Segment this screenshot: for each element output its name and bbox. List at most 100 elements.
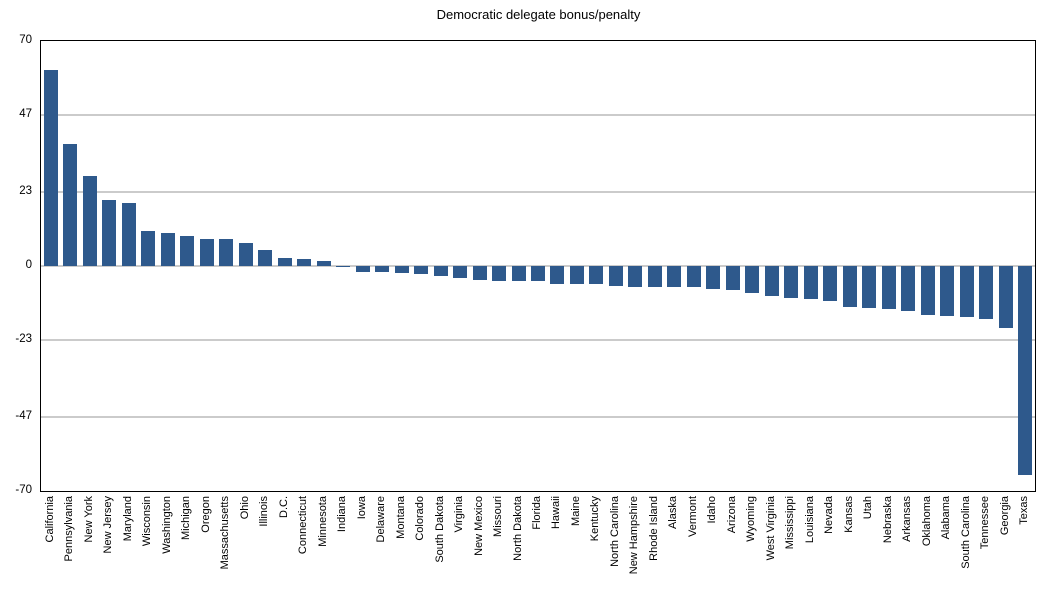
bar-michigan: [180, 236, 195, 266]
bar-alabama: [940, 266, 955, 317]
y-tick-label--23: -23: [15, 332, 32, 345]
x-tick-label-colorado: Colorado: [414, 496, 427, 541]
x-tick-label-rhode-island: Rhode Island: [647, 496, 660, 561]
x-tick-label-alabama: Alabama: [940, 496, 953, 540]
bar-idaho: [706, 266, 721, 290]
x-tick-label-idaho: Idaho: [706, 496, 719, 524]
bar-nebraska: [881, 266, 896, 310]
bar-massachusetts: [219, 239, 234, 266]
bar-nevada: [823, 266, 838, 301]
bar-hawaii: [550, 266, 565, 284]
x-tick-label-georgia: Georgia: [998, 496, 1011, 536]
x-tick-label-michigan: Michigan: [180, 496, 193, 541]
bar-alaska: [667, 266, 682, 287]
bar-ohio: [238, 243, 253, 266]
bar-west-virginia: [764, 266, 779, 296]
x-tick-label-ohio: Ohio: [238, 496, 251, 520]
x-tick-label-missouri: Missouri: [492, 496, 505, 537]
bar-kansas: [842, 266, 857, 307]
x-tick-label-nebraska: Nebraska: [881, 496, 894, 544]
bar-maine: [569, 266, 584, 284]
x-tick-label-illinois: Illinois: [258, 496, 271, 527]
x-tick-label-minnesota: Minnesota: [316, 496, 329, 547]
x-tick-label-new-york: New York: [82, 496, 95, 543]
bar-north-carolina: [608, 266, 623, 287]
bar-delaware: [375, 266, 390, 273]
bar-california: [43, 69, 58, 266]
bar-texas: [1018, 266, 1033, 475]
bar-new-jersey: [102, 200, 117, 266]
x-tick-label-california: California: [43, 496, 56, 543]
bar-wyoming: [745, 266, 760, 293]
gridline--47: [41, 416, 1035, 418]
x-tick-label-washington: Washington: [160, 496, 173, 554]
x-tick-label-pennsylvania: Pennsylvania: [63, 496, 76, 562]
y-tick-label-47: 47: [19, 107, 32, 120]
x-tick-label-new-hampshire: New Hampshire: [628, 496, 641, 575]
x-tick-label-arkansas: Arkansas: [901, 496, 914, 542]
x-tick-label-montana: Montana: [394, 496, 407, 539]
bar-washington: [160, 232, 175, 266]
y-tick-label-23: 23: [19, 185, 32, 198]
x-tick-label-west-virginia: West Virginia: [764, 496, 777, 561]
bar-oregon: [199, 239, 214, 266]
bar-arizona: [725, 266, 740, 290]
x-tick-label-texas: Texas: [1018, 496, 1031, 525]
x-tick-label-new-jersey: New Jersey: [102, 496, 115, 554]
chart-title: Democratic delegate bonus/penalty: [436, 7, 641, 22]
y-tick-label-0: 0: [25, 259, 32, 271]
bar-kentucky: [589, 266, 604, 285]
x-tick-label-nevada: Nevada: [823, 496, 836, 534]
bar-iowa: [355, 266, 370, 272]
y-tick-label--47: -47: [15, 410, 32, 423]
bar-north-dakota: [511, 266, 526, 282]
bar-new-hampshire: [628, 266, 643, 287]
plot-area: [40, 40, 1036, 492]
x-tick-label-south-dakota: South Dakota: [433, 496, 446, 563]
bar-oklahoma: [920, 266, 935, 316]
bar-florida: [531, 266, 545, 282]
x-tick-label-delaware: Delaware: [375, 496, 388, 543]
x-tick-label-virginia: Virginia: [453, 496, 466, 533]
bar-rhode-island: [647, 266, 662, 287]
bar-tennessee: [979, 266, 994, 320]
x-tick-label-maine: Maine: [569, 496, 582, 526]
bar-illinois: [258, 250, 273, 266]
x-tick-label-hawaii: Hawaii: [550, 496, 563, 530]
x-tick-label-kentucky: Kentucky: [589, 496, 602, 542]
x-tick-label-d-c: D.C.: [277, 496, 290, 518]
bar-new-mexico: [472, 266, 487, 281]
bar-vermont: [686, 266, 701, 287]
x-tick-label-oregon: Oregon: [199, 496, 212, 533]
x-tick-label-south-carolina: South Carolina: [959, 496, 972, 569]
x-tick-label-iowa: Iowa: [355, 496, 368, 520]
bar-minnesota: [316, 261, 331, 266]
y-tick-label-70: 70: [19, 34, 32, 46]
x-tick-label-oklahoma: Oklahoma: [920, 496, 933, 547]
bar-colorado: [414, 266, 429, 275]
x-tick-label-north-carolina: North Carolina: [608, 496, 621, 567]
x-tick-label-kansas: Kansas: [842, 496, 855, 533]
bar-missouri: [492, 266, 507, 281]
bar-maryland: [121, 202, 136, 266]
x-tick-label-utah: Utah: [862, 496, 875, 520]
x-tick-label-louisiana: Louisiana: [803, 496, 816, 544]
bar-virginia: [453, 266, 468, 279]
y-tick-label--70: -70: [15, 484, 32, 496]
gridline-47: [41, 114, 1035, 116]
bar-louisiana: [803, 266, 818, 299]
bar-south-carolina: [959, 266, 974, 317]
x-tick-label-florida: Florida: [531, 496, 543, 530]
bar-arkansas: [901, 266, 916, 311]
bar-wisconsin: [141, 230, 156, 266]
x-tick-label-maryland: Maryland: [121, 496, 134, 542]
x-tick-label-tennessee: Tennessee: [979, 496, 992, 550]
x-tick-label-new-mexico: New Mexico: [472, 496, 485, 556]
x-tick-label-massachusetts: Massachusetts: [219, 496, 232, 570]
bar-montana: [394, 266, 409, 274]
bar-indiana: [336, 266, 351, 267]
x-tick-label-alaska: Alaska: [667, 496, 680, 530]
bar-pennsylvania: [63, 143, 78, 266]
bar-utah: [862, 266, 877, 309]
